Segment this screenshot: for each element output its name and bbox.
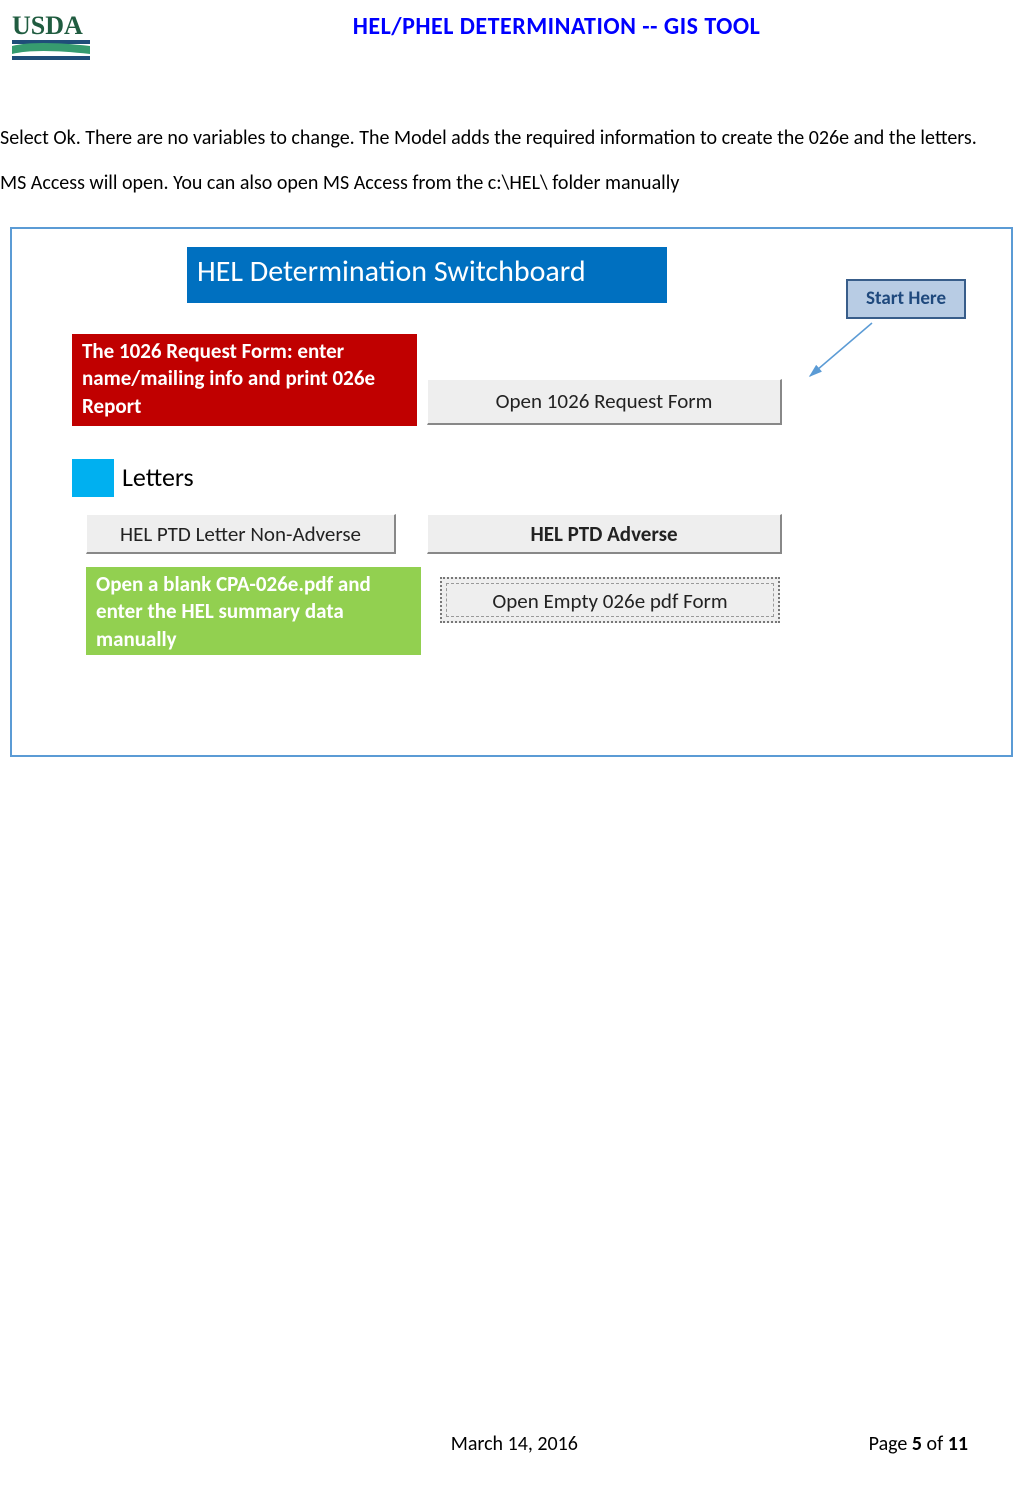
open-1026-request-button[interactable]: Open 1026 Request Form — [427, 379, 782, 425]
ptd-non-adverse-button[interactable]: HEL PTD Letter Non-Adverse — [86, 514, 396, 554]
page-total: 11 — [948, 1432, 968, 1456]
body-text: Select Ok. There are no variables to cha… — [0, 65, 1023, 197]
page-current: 5 — [912, 1432, 922, 1456]
footer-date: March 14, 2016 — [0, 1432, 869, 1456]
paragraph-1: Select Ok. There are no variables to cha… — [0, 125, 1003, 152]
footer-page-number: Page 5 of 11 — [869, 1432, 968, 1456]
paragraph-2: MS Access will open. You can also open M… — [0, 170, 1003, 197]
page-header: USDA HEL/PHEL DETERMINATION -- GIS TOOL — [0, 10, 1023, 65]
page-title: HEL/PHEL DETERMINATION -- GIS TOOL — [110, 10, 1003, 41]
request-form-description: The 1026 Request Form: enter name/mailin… — [72, 334, 417, 426]
arrow-icon — [802, 321, 892, 396]
page-footer: March 14, 2016 Page 5 of 11 — [0, 1432, 1023, 1456]
blank-026e-description: Open a blank CPA-026e.pdf and enter the … — [86, 567, 421, 655]
page-sep: of — [922, 1432, 948, 1456]
page-prefix: Page — [869, 1432, 912, 1456]
document-page: USDA HEL/PHEL DETERMINATION -- GIS TOOL … — [0, 0, 1023, 1486]
open-empty-026e-button[interactable]: Open Empty 026e pdf Form — [440, 577, 780, 623]
ptd-adverse-button[interactable]: HEL PTD Adverse — [427, 514, 782, 554]
svg-text:USDA: USDA — [12, 11, 83, 40]
letters-section-label: Letters — [72, 459, 292, 499]
open-empty-026e-button-label: Open Empty 026e pdf Form — [446, 583, 774, 617]
usda-logo: USDA — [10, 10, 100, 65]
start-here-callout: Start Here — [846, 279, 966, 319]
switchboard-title: HEL Determination Switchboard — [187, 247, 667, 303]
access-switchboard-screenshot: HEL Determination Switchboard Start Here… — [10, 227, 1013, 757]
